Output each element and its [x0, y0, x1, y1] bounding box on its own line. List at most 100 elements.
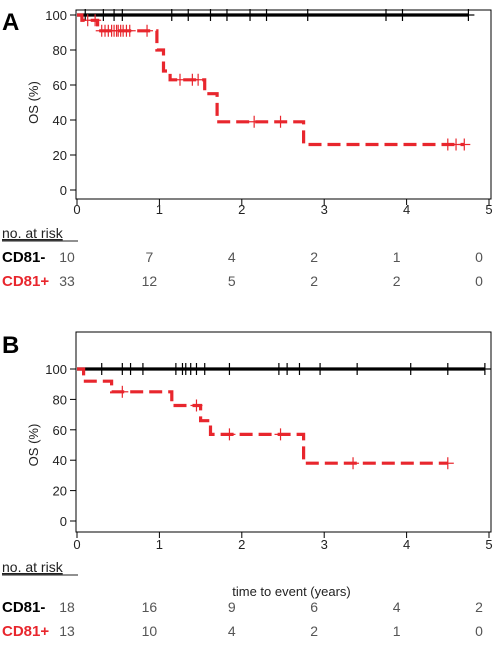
- censor-mark: [274, 115, 287, 128]
- plot-frame: [75, 331, 492, 533]
- x-tick-label: 5: [485, 202, 492, 217]
- censor-mark: [124, 363, 137, 375]
- risk-count: 33: [59, 273, 75, 289]
- x-tick-label: 3: [321, 202, 328, 217]
- censor-mark: [223, 363, 236, 375]
- x-tick-label: 4: [403, 202, 410, 217]
- censor-mark: [380, 9, 392, 21]
- risk-count: 0: [475, 273, 483, 289]
- x-tick-label: 5: [485, 537, 492, 552]
- risk-count: 10: [142, 623, 158, 639]
- censor-mark: [347, 457, 360, 470]
- censor-mark: [301, 9, 314, 21]
- censor-mark: [116, 385, 129, 398]
- risk-count: 1: [393, 249, 401, 265]
- x-tick-label: 1: [156, 202, 163, 217]
- censor-mark: [204, 9, 217, 21]
- x-tick-label: 2: [238, 202, 245, 217]
- risk-count: 4: [228, 249, 236, 265]
- x-tick-label: 3: [321, 537, 328, 552]
- censor-mark: [441, 457, 454, 470]
- censor-mark: [97, 9, 110, 21]
- censor-mark: [223, 428, 236, 441]
- censor-mark: [404, 363, 417, 375]
- y-tick-label: 60: [53, 78, 67, 93]
- risk-count: 2: [475, 599, 483, 615]
- risk-count: 1: [393, 623, 401, 639]
- y-tick-label: 20: [53, 484, 67, 499]
- risk-count: 10: [59, 249, 75, 265]
- x-tick-label: 0: [73, 537, 80, 552]
- y-axis-label: OS (%): [26, 424, 41, 467]
- censor-mark: [174, 73, 186, 86]
- censor-mark: [248, 115, 261, 128]
- censor-mark: [198, 363, 211, 375]
- x-tick-label: 1: [156, 537, 163, 552]
- censor-mark: [182, 9, 195, 21]
- risk-count: 0: [475, 623, 483, 639]
- risk-count: 13: [59, 623, 75, 639]
- censor-mark: [165, 9, 178, 21]
- censor-mark: [260, 9, 273, 21]
- panel-label: B: [2, 332, 19, 359]
- censor-mark: [441, 363, 454, 375]
- censor-mark: [141, 24, 154, 37]
- x-tick-label: 2: [238, 537, 245, 552]
- risk-count: 4: [228, 623, 236, 639]
- risk-count: 9: [228, 599, 236, 615]
- censor-mark: [95, 363, 108, 375]
- censor-mark: [458, 138, 471, 151]
- risk-count: 18: [59, 599, 75, 615]
- risk-count: 4: [393, 599, 401, 615]
- risk-count: 2: [310, 249, 318, 265]
- y-tick-label: 40: [53, 113, 67, 128]
- risk-count: 12: [142, 273, 158, 289]
- y-tick-label: 40: [53, 453, 67, 468]
- y-tick-label: 80: [53, 43, 67, 58]
- y-tick-label: 100: [45, 8, 67, 23]
- censor-mark: [478, 363, 491, 375]
- y-axis-label: OS (%): [26, 81, 41, 124]
- censor-mark: [274, 428, 287, 441]
- plot-frame: [75, 9, 492, 200]
- x-tick-label: 0: [73, 202, 80, 217]
- risk-count: 2: [310, 623, 318, 639]
- censor-mark: [89, 14, 102, 27]
- risk-row-label-cd81: CD81+: [2, 273, 49, 290]
- censor-mark: [462, 9, 475, 21]
- risk-count: 2: [393, 273, 401, 289]
- censor-mark: [190, 399, 203, 412]
- censor-mark: [220, 9, 233, 21]
- y-tick-label: 100: [45, 362, 67, 377]
- risk-row-label-cd81: CD81+: [2, 623, 49, 640]
- censor-mark: [293, 363, 306, 375]
- y-tick-label: 20: [53, 148, 67, 163]
- x-axis-label: time to event (years): [232, 584, 351, 599]
- censor-mark: [351, 363, 364, 375]
- censor-mark: [281, 363, 294, 375]
- risk-count: 6: [310, 599, 318, 615]
- risk-count: 5: [228, 273, 236, 289]
- censor-mark: [136, 363, 149, 375]
- y-tick-label: 0: [60, 514, 67, 529]
- risk-count: 0: [475, 249, 483, 265]
- censor-mark: [192, 73, 205, 86]
- censor-mark: [314, 363, 327, 375]
- panel-label: A: [2, 9, 19, 36]
- risk-row-label-cd81: CD81-: [2, 249, 45, 266]
- risk-table-title: no. at risk: [2, 559, 64, 575]
- censor-mark: [116, 9, 129, 21]
- series-line-cd81: [77, 367, 448, 465]
- risk-count: 16: [142, 599, 158, 615]
- risk-table-title: no. at risk: [2, 225, 64, 241]
- censor-mark: [244, 9, 257, 21]
- y-tick-label: 80: [53, 392, 67, 407]
- censor-mark: [123, 24, 136, 37]
- x-tick-label: 4: [403, 537, 410, 552]
- risk-count: 2: [310, 273, 318, 289]
- censor-mark: [396, 9, 409, 21]
- risk-row-label-cd81: CD81-: [2, 599, 45, 616]
